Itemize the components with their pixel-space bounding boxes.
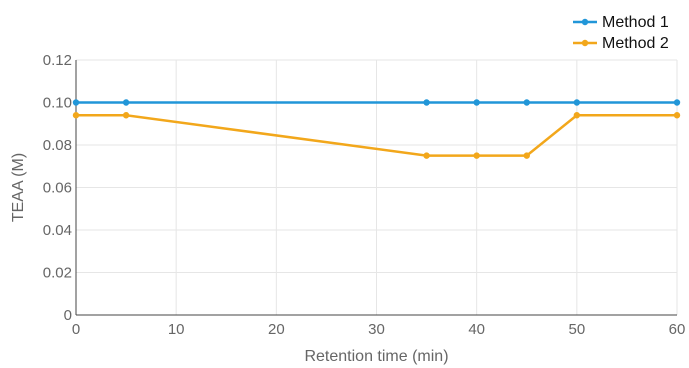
series-2-point	[523, 152, 530, 159]
y-tick-label: 0	[64, 307, 72, 324]
series-1-point	[72, 99, 80, 106]
y-axis-title: TEAA (M)	[10, 153, 27, 222]
x-tick-label: 60	[669, 321, 686, 338]
series-1-point	[523, 99, 530, 106]
series-1-point	[122, 99, 130, 106]
x-tick-label: 40	[468, 321, 485, 338]
series-2	[72, 112, 681, 159]
y-tick-label: 0.02	[43, 265, 72, 282]
x-tick-label: 10	[168, 321, 185, 338]
tick-labels: 0 10 20 30 40 50 60 0 0.02 0.04 0.06 0.08 0.10 0.12	[43, 52, 686, 338]
series-1	[72, 99, 681, 106]
series-1-point	[473, 99, 480, 106]
legend-item-1-label: Method 1	[602, 14, 669, 31]
series-2-point	[122, 112, 130, 119]
y-tick-label: 0.08	[43, 137, 72, 154]
series-1-point	[673, 99, 681, 106]
series-2-point	[573, 112, 581, 119]
y-tick-label: 0.10	[43, 95, 72, 112]
legend-item-2-marker	[581, 39, 589, 47]
legend-item-2: Method 2	[573, 35, 669, 52]
x-tick-label: 50	[568, 321, 585, 338]
x-tick-label: 30	[368, 321, 385, 338]
series	[72, 99, 681, 159]
legend-item-1: Method 1	[573, 14, 669, 31]
legend-item-2-label: Method 2	[602, 35, 669, 52]
series-2-point	[673, 112, 681, 119]
y-tick-label: 0.04	[43, 222, 72, 239]
series-2-point	[473, 152, 480, 159]
y-tick-label: 0.12	[43, 52, 72, 69]
series-1-point	[573, 99, 581, 106]
grid	[76, 59, 678, 315]
legend-item-1-marker	[581, 18, 589, 26]
x-axis-title: Retention time (min)	[304, 348, 448, 365]
y-tick-label: 0.06	[43, 180, 72, 197]
series-2-point	[72, 112, 80, 119]
legend: Method 1 Method 2	[573, 14, 669, 52]
x-tick-label: 20	[268, 321, 285, 338]
series-2-point	[423, 152, 430, 159]
series-1-point	[423, 99, 430, 106]
x-tick-label: 0	[72, 321, 80, 338]
